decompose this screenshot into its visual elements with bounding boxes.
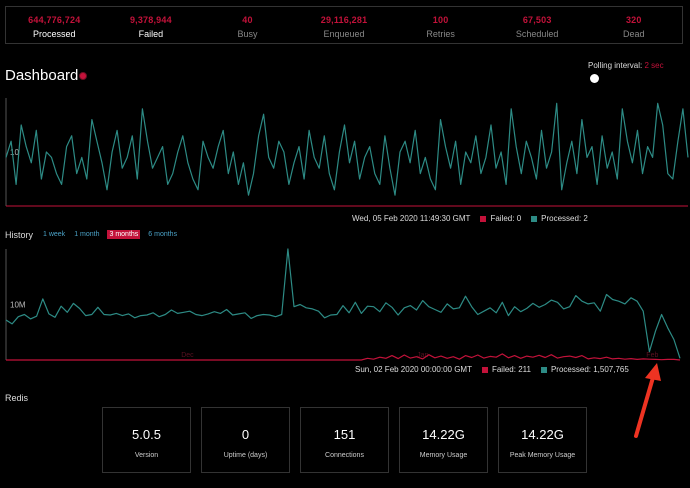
tab-1-week[interactable]: 1 week: [43, 231, 66, 238]
history-tooltip-time: Sun, 02 Feb 2020 00:00:00 GMT: [355, 365, 472, 374]
redis-stat-value: 14.22G: [521, 427, 564, 442]
y-tick-label: 10M: [10, 301, 26, 310]
stat-busy[interactable]: 40 Busy: [199, 7, 296, 43]
series-processed-line: [5, 102, 689, 196]
redis-stat-label: Uptime (days): [223, 452, 268, 459]
redis-stat-version: 5.0.5 Version: [102, 407, 191, 473]
redis-stat-value: 5.0.5: [132, 427, 161, 442]
stat-label: Enqueued: [323, 29, 365, 39]
history-processed-text: Processed: 1,507,765: [550, 365, 629, 374]
history-range-tabs: 1 week 1 month 3 months 6 months: [42, 230, 185, 239]
realtime-processed-text: Processed: 2: [541, 214, 588, 223]
processed-legend-swatch: [540, 366, 547, 373]
tab-3-months[interactable]: 3 months: [107, 230, 141, 239]
summary-stats-bar: 644,776,724 Processed 9,378,944 Failed 40 Bus…: [5, 6, 683, 44]
redis-stat-connections: 151 Connections: [300, 407, 389, 473]
realtime-chart: 10: [5, 98, 689, 207]
tab-1-month[interactable]: 1 month: [74, 231, 100, 238]
stat-label: Scheduled: [515, 29, 559, 39]
stat-label: Failed: [138, 29, 164, 39]
stat-label: Busy: [237, 29, 258, 39]
stat-value: 9,378,944: [129, 15, 172, 25]
redis-heading: Redis: [5, 393, 29, 403]
stat-value: 644,776,724: [28, 15, 81, 25]
stat-value: 100: [432, 15, 449, 25]
stat-enqueued[interactable]: 29,116,281 Enqueued: [296, 7, 393, 43]
redis-stat-label: Version: [134, 452, 159, 459]
stat-label: Processed: [33, 29, 76, 39]
page-title: Dashboard: [5, 67, 79, 84]
x-tick-label: Dec: [181, 352, 194, 359]
polling-interval-value: 2 sec: [644, 61, 664, 70]
redis-stat-value: 14.22G: [422, 427, 465, 442]
failed-legend-swatch: [481, 366, 488, 373]
x-tick-label: Feb: [646, 352, 658, 359]
realtime-tooltip: Wed, 05 Feb 2020 11:49:30 GMT Failed: 0 …: [352, 214, 588, 223]
live-indicator-dot: [79, 72, 87, 80]
stat-value: 29,116,281: [320, 15, 368, 25]
red-annotation-arrow: [634, 363, 661, 438]
redis-stat-value: 0: [241, 427, 250, 442]
history-tooltip: Sun, 02 Feb 2020 00:00:00 GMT Failed: 21…: [355, 365, 629, 374]
realtime-failed-text: Failed: 0: [490, 214, 522, 223]
polling-interval-slider-handle[interactable]: [590, 74, 599, 83]
redis-stat-memory-usage: 14.22G Memory Usage: [399, 407, 488, 473]
tab-6-months[interactable]: 6 months: [148, 231, 178, 238]
series-processed-line: [5, 248, 681, 359]
redis-stats: 5.0.5 Version 0 Uptime (days) 151 Connections…: [102, 407, 597, 473]
failed-legend-swatch: [480, 215, 487, 222]
series-failed-line: [6, 353, 681, 361]
x-tick-label: Jan: [417, 352, 428, 359]
redis-stat-uptime-days: 0 Uptime (days): [201, 407, 290, 473]
stat-value: 320: [625, 15, 642, 25]
stat-value: 40: [242, 15, 253, 25]
stat-scheduled[interactable]: 67,503 Scheduled: [489, 7, 586, 43]
history-failed-text: Failed: 211: [491, 365, 531, 374]
stat-retries[interactable]: 100 Retries: [392, 7, 489, 43]
stat-label: Dead: [623, 29, 645, 39]
stat-processed[interactable]: 644,776,724 Processed: [6, 7, 103, 43]
redis-stat-label: Connections: [325, 452, 364, 459]
redis-stat-value: 151: [333, 427, 356, 442]
realtime-tooltip-time: Wed, 05 Feb 2020 11:49:30 GMT: [352, 214, 471, 223]
history-chart: 10M Dec Jan Feb: [5, 248, 681, 361]
y-tick-label: 10: [10, 148, 19, 157]
history-heading: History: [5, 230, 34, 240]
redis-stat-label: Peak Memory Usage: [509, 452, 576, 459]
stat-label: Retries: [426, 29, 455, 39]
redis-stat-label: Memory Usage: [419, 452, 468, 459]
processed-legend-swatch: [531, 215, 538, 222]
stat-failed[interactable]: 9,378,944 Failed: [103, 7, 200, 43]
stat-value: 67,503: [522, 15, 552, 25]
redis-stat-peak-memory-usage: 14.22G Peak Memory Usage: [498, 407, 587, 473]
stat-dead[interactable]: 320 Dead: [585, 7, 682, 43]
polling-interval-label: Polling interval: 2 sec: [588, 61, 664, 70]
polling-interval-text: Polling interval:: [588, 61, 643, 70]
